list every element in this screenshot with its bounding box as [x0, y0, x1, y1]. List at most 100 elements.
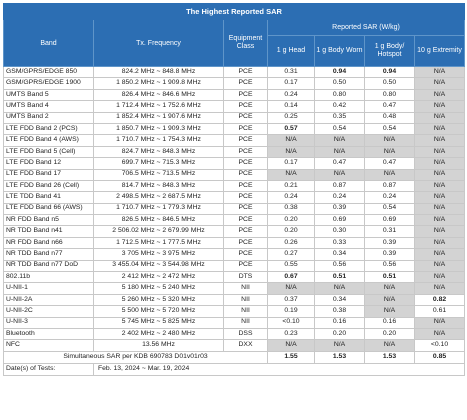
sar-table: The Highest Reported SAR Band Tx. Freque…: [2, 3, 466, 376]
simultaneous-sar-label: Simultaneous SAR per KDB 690783 D01v01r0…: [3, 350, 268, 364]
body-worn-sar-cell: 0.38: [314, 305, 365, 318]
table-row: U-NII-2C 5 500 MHz ~ 5 720 MHz NII 0.19 0.38…: [3, 305, 466, 318]
frequency-cell: 3 705 MHz ~ 3 975 MHz: [93, 248, 224, 261]
equipment-class-cell: PCE: [223, 100, 268, 113]
equipment-class-cell: PCE: [223, 168, 268, 181]
extremity-sar-cell: N/A: [413, 145, 466, 159]
band-cell: NR FDD Band n66: [3, 236, 94, 250]
extremity-sar-cell: N/A: [413, 77, 466, 90]
equipment-class-cell: DSS: [223, 327, 268, 341]
band-cell: LTE FDD Band 5 (Cell): [3, 145, 94, 159]
head-sar-cell: 0.24: [267, 191, 315, 204]
hotspot-sar-cell: 0.31: [364, 225, 415, 238]
band-cell: GSM/GPRS/EDGE 850: [3, 65, 94, 79]
table-row: NR TDD Band n77 DoD 3 455.04 MHz ~ 3 544.…: [3, 259, 466, 273]
body-worn-sar-header: 1 g Body Worn: [314, 35, 365, 67]
body-worn-sar-cell: 0.47: [314, 157, 365, 170]
extremity-sar-cell: N/A: [413, 202, 466, 216]
band-cell: NR TDD Band n77: [3, 248, 94, 261]
hotspot-sar-cell: 0.48: [364, 111, 415, 124]
frequency-cell: 706.5 MHz ~ 713.5 MHz: [93, 168, 224, 181]
equipment-class-cell: PCE: [223, 88, 268, 102]
equipment-class-cell: PCE: [223, 214, 268, 227]
hotspot-sar-cell: 0.54: [364, 122, 415, 136]
hotspot-sar-cell: N/A: [364, 282, 415, 295]
head-sar-cell: 0.26: [267, 236, 315, 250]
band-header: Band: [3, 19, 94, 67]
extremity-sar-cell: <0.10: [413, 339, 466, 352]
body-worn-sar-cell: 0.69: [314, 214, 365, 227]
body-worn-sar-cell: 0.20: [314, 327, 365, 341]
body-worn-sar-cell: 0.24: [314, 191, 365, 204]
hotspot-sar-cell: N/A: [364, 339, 415, 352]
hotspot-sar-cell: N/A: [364, 145, 415, 159]
extremity-sar-cell: 0.61: [413, 305, 466, 318]
hotspot-sar-cell: 0.80: [364, 88, 415, 102]
frequency-cell: 1 852.4 MHz ~ 1 907.6 MHz: [93, 111, 224, 124]
head-sar-cell: 0.57: [267, 122, 315, 136]
band-cell: Bluetooth: [3, 327, 94, 341]
body-worn-sar-cell: 0.54: [314, 122, 365, 136]
table-row: LTE FDD Band 66 (AWS) 1 710.7 MHz ~ 1 779…: [3, 202, 466, 216]
frequency-cell: 826.4 MHz ~ 846.6 MHz: [93, 88, 224, 102]
body-worn-sar-cell: N/A: [314, 282, 365, 295]
body-worn-sar-cell: 0.35: [314, 111, 365, 124]
hotspot-sar-cell: 0.54: [364, 202, 415, 216]
table-row: NR TDD Band n77 3 705 MHz ~ 3 975 MHz PCE 0…: [3, 248, 466, 261]
frequency-cell: 824.2 MHz ~ 848.8 MHz: [93, 65, 224, 79]
table-row: NR FDD Band n5 826.5 MHz ~ 846.5 MHz PCE 0.…: [3, 214, 466, 227]
hotspot-sar-cell: 0.69: [364, 214, 415, 227]
body-worn-sar-cell: 0.80: [314, 88, 365, 102]
table-row: GSM/GPRS/EDGE 850 824.2 MHz ~ 848.8 MHz PC…: [3, 65, 466, 79]
equipment-class-cell: PCE: [223, 179, 268, 193]
extremity-sar-cell: N/A: [413, 214, 466, 227]
extremity-sar-cell: N/A: [413, 316, 466, 330]
band-cell: LTE FDD Band 17: [3, 168, 94, 181]
body-worn-sar-cell: 0.94: [314, 65, 365, 79]
band-cell: 802.11b: [3, 271, 94, 284]
sar-table-container: The Highest Reported SAR Band Tx. Freque…: [2, 3, 466, 376]
extremity-sar-cell: N/A: [413, 179, 466, 193]
table-row: UMTS Band 5 826.4 MHz ~ 846.6 MHz PCE 0.24 0…: [3, 88, 466, 102]
equipment-class-cell: PCE: [223, 236, 268, 250]
band-cell: U-NII-1: [3, 282, 94, 295]
equipment-class-cell: PCE: [223, 157, 268, 170]
hotspot-sar-cell: 0.20: [364, 327, 415, 341]
band-cell: LTE FDD Band 66 (AWS): [3, 202, 94, 216]
extremity-sar-cell: N/A: [413, 168, 466, 181]
frequency-cell: 814.7 MHz ~ 848.3 MHz: [93, 179, 224, 193]
table-row: NFC 13.56 MHz DXX N/A N/A N/A <0.10: [3, 339, 466, 352]
equipment-class-cell: NII: [223, 305, 268, 318]
body-worn-sar-cell: 0.50: [314, 77, 365, 90]
band-cell: U-NII-3: [3, 316, 94, 330]
extremity-sar-cell: N/A: [413, 327, 466, 341]
equipment-class-cell: NII: [223, 282, 268, 295]
head-sar-cell: N/A: [267, 339, 315, 352]
table-row: Bluetooth 2 402 MHz ~ 2 480 MHz DSS 0.23 0.2…: [3, 327, 466, 341]
band-cell: LTE TDD Band 41: [3, 191, 94, 204]
table-row: LTE FDD Band 12 699.7 MHz ~ 715.3 MHz PCE 0…: [3, 157, 466, 170]
extremity-sar-cell: N/A: [413, 100, 466, 113]
table-row: NR TDD Band n41 2 506.02 MHz ~ 2 679.99 M…: [3, 225, 466, 238]
extremity-sar-cell: N/A: [413, 236, 466, 250]
equipment-class-cell: PCE: [223, 145, 268, 159]
hotspot-sar-cell: N/A: [364, 168, 415, 181]
simultaneous-body-worn-value: 1.53: [314, 350, 365, 364]
hotspot-sar-cell: 0.56: [364, 259, 415, 273]
head-sar-cell: 0.17: [267, 77, 315, 90]
head-sar-cell: 0.38: [267, 202, 315, 216]
test-dates-row: Date(s) of Tests: Feb. 13, 2024 ~ Mar. 1…: [3, 362, 466, 376]
head-sar-cell: 0.67: [267, 271, 315, 284]
equipment-class-cell: NII: [223, 293, 268, 307]
frequency-cell: 2 402 MHz ~ 2 480 MHz: [93, 327, 224, 341]
head-sar-header: 1 g Head: [267, 35, 315, 67]
head-sar-cell: N/A: [267, 168, 315, 181]
simultaneous-extremity-value: 0.85: [413, 350, 466, 364]
hotspot-sar-cell: 0.39: [364, 236, 415, 250]
head-sar-cell: 0.23: [267, 327, 315, 341]
body-worn-sar-cell: N/A: [314, 168, 365, 181]
hotspot-sar-cell: 0.51: [364, 271, 415, 284]
band-cell: NFC: [3, 339, 94, 352]
